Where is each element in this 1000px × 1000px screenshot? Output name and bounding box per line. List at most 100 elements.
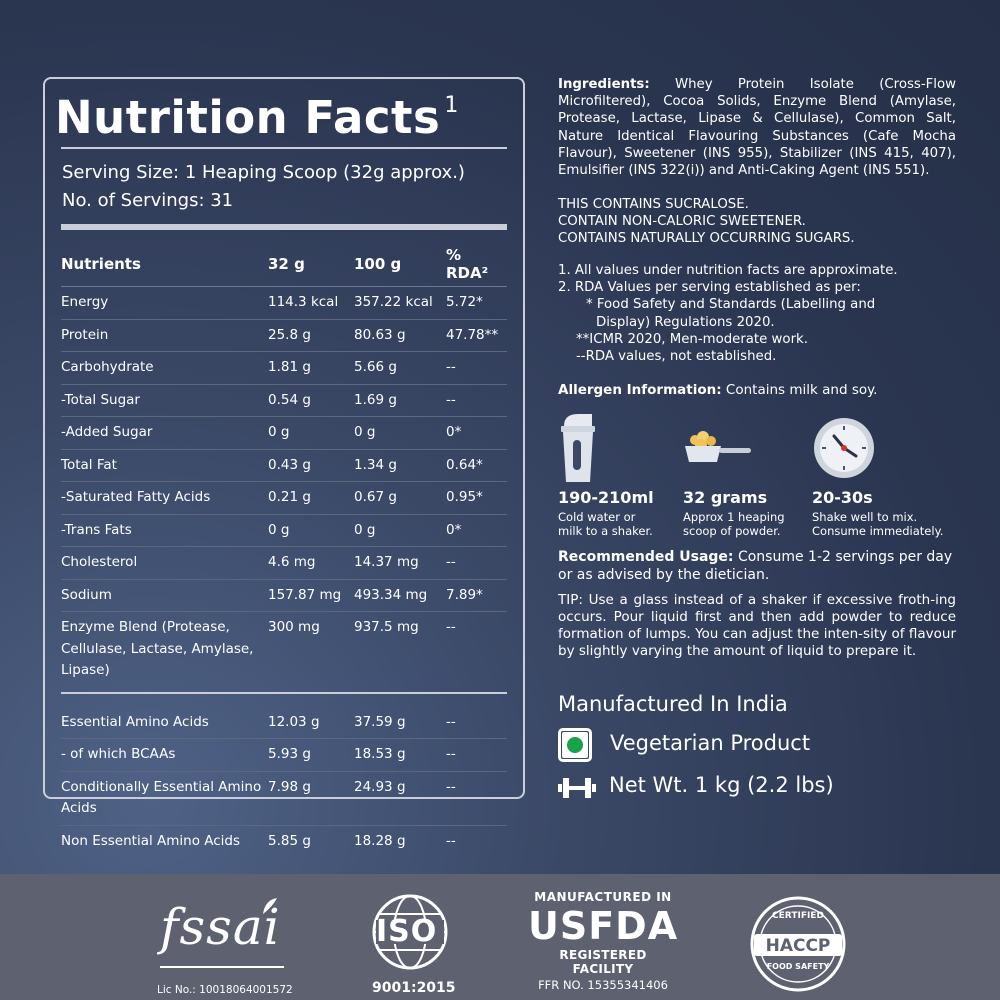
usage-powder-desc: Approx 1 heaping scoop of powder. [683,510,785,538]
nutrient-name: Energy [61,286,268,320]
value-rda: -- [446,738,507,772]
value-32g: 157.87 mg [268,579,354,612]
value-32g: 25.8 g [268,319,354,352]
value-100g: 80.63 g [354,319,446,352]
nutrient-rows: Energy 114.3 kcal 357.22 kcal 5.72* Protein 2… [61,286,507,858]
usage-icons: 190-210ml Cold water or milk to a shaker… [558,410,978,545]
value-rda: -- [446,351,507,385]
value-100g: 0 g [354,416,446,450]
header-32g: 32 g [268,242,354,287]
ingredients-label: Ingredients: [558,77,650,92]
nutrient-name: Cholesterol [61,546,268,580]
value-100g: 14.37 mg [354,546,446,580]
usage-water-desc: Cold water or milk to a shaker. [558,510,653,538]
nutrient-row: Carbohydrate 1.81 g 5.66 g -- [61,351,507,385]
nutrient-row: -Saturated Fatty Acids 0.21 g 0.67 g 0.95* [61,481,507,515]
ingredients-text: Whey Protein Isolate (Cross-Flow Microfi… [558,77,956,179]
value-100g: 0.67 g [354,481,446,515]
value-rda: 0.95* [446,481,507,515]
allergen-label: Allergen Information: [558,382,722,398]
footnote-1: 1. All values under nutrition facts are … [558,263,898,278]
nutrient-row: Sodium 157.87 mg 493.34 mg 7.89* [61,579,507,612]
recommended-text: Consume 1-2 servings per day or as advis… [558,549,953,583]
value-100g: 5.66 g [354,351,446,385]
title-footnote: 1 [444,93,459,118]
footnotes: 1. All values under nutrition facts are … [558,262,956,365]
nutrient-name: -Total Sugar [61,384,268,417]
recommended-label: Recommended Usage: [558,549,734,565]
value-100g: 493.34 mg [354,579,446,612]
value-rda: -- [446,619,456,635]
nutrient-row: Non Essential Amino Acids 5.85 g 18.28 g -- [61,825,507,857]
value-100g: 18.53 g [354,738,446,772]
value-100g: 937.5 mg [354,619,419,635]
serving-info: Serving Size: 1 Heaping Scoop (32g appro… [62,159,465,215]
veg-mark-icon [558,728,592,762]
nutrient-row: -Total Sugar 0.54 g 1.69 g -- [61,384,507,417]
haccp-seal-icon [750,896,846,992]
iso-logo: ISO 9001:2015 [370,892,460,996]
fssai-logo: fssai Lic No.: 10018064001572 [155,896,295,996]
value-rda: 7.89* [446,579,507,612]
warning-line: CONTAINS NATURALLY OCCURRING SUGARS. [558,231,855,247]
haccp-bottom: FOOD SAFETY [766,962,830,971]
footnote-rda-na: --RDA values, not established. [576,349,777,365]
manufactured-in-india: Manufactured In India [558,692,788,716]
nutrient-row: Essential Amino Acids 12.03 g 37.59 g -- [61,706,507,739]
value-rda: 0* [446,514,507,547]
haccp-top: CERTIFIED [772,911,824,921]
footnote-fssr-cont: Display) Regulations 2020. [596,314,775,330]
iso-wordmark: ISO [376,914,438,949]
value-rda: -- [446,706,507,739]
nutrient-name: -Added Sugar [61,416,268,450]
value-100g: 0 g [354,514,446,547]
ingredients: Ingredients: Whey Protein Isolate (Cross… [558,76,956,179]
shaker-icon [561,414,595,482]
nutrient-name: Carbohydrate [61,351,268,385]
usfda-line1: MANUFACTURED IN [534,890,672,904]
value-100g: 357.22 kcal [354,286,446,320]
nutrition-facts-title: Nutrition Facts 1 [55,91,459,144]
footnote-icmr: **ICMR 2020, Men-moderate work. [576,331,808,347]
value-rda: 47.78** [446,319,507,352]
nutrient-name: Conditionally Essential Amino Acids [61,771,268,826]
value-32g: 5.85 g [268,832,311,849]
usfda-badge: MANUFACTURED IN USFDA REGISTERED FACILIT… [528,890,678,992]
header-100g: 100 g [354,242,446,287]
value-32g: 0.21 g [268,481,354,515]
value-100g: 1.34 g [354,449,446,482]
usfda-line2: USFDA [528,904,679,948]
usage-shake-value: 20-30s [812,488,873,507]
allergen-info: Allergen Information: Contains milk and … [558,382,956,399]
table-header-row: Nutrients 32 g 100 g % RDA² [61,242,507,287]
header-nutrients: Nutrients [61,242,268,287]
value-rda: 0.64* [446,449,507,482]
nutrient-name: Enzyme Blend (Protease, Cellulase, Lacta… [61,619,254,678]
fssai-leaf-icon [263,898,277,914]
thick-divider [61,224,507,230]
footnote-fssr: * Food Safety and Standards (Labelling a… [586,297,876,313]
serving-size: Serving Size: 1 Heaping Scoop (32g appro… [62,162,465,183]
clock-icon [814,418,874,478]
nutrient-row: Total Fat 0.43 g 1.34 g 0.64* [61,449,507,482]
recommended-usage: Recommended Usage: Consume 1-2 servings … [558,548,956,584]
usfda-line3: REGISTERED FACILITY [559,948,647,976]
footnote-2: 2. RDA Values per serving established as… [558,280,861,296]
warning-line: CONTAIN NON-CALORIC SWEETENER. [558,214,806,230]
title-divider [61,147,507,149]
nutrition-facts-panel: Nutrition Facts 1 Serving Size: 1 Heaping… [43,77,525,849]
tip-text: TIP: Use a glass instead of a shaker if … [558,592,956,659]
usage-shake-desc: Shake well to mix. Consume immediately. [812,510,944,538]
scoop-icon [685,431,751,462]
value-32g: 5.93 g [268,738,354,772]
nutrient-row: Energy 114.3 kcal 357.22 kcal 5.72* [61,286,507,320]
value-32g: 300 mg [268,619,320,635]
nutrient-name: Total Fat [61,449,268,482]
warnings: THIS CONTAINS SUCRALOSE. CONTAIN NON-CAL… [558,196,956,248]
servings-count: No. of Servings: 31 [62,190,234,211]
value-100g: 37.59 g [354,706,446,739]
haccp-wordmark: HACCP [765,936,831,956]
value-rda: -- [446,832,456,849]
